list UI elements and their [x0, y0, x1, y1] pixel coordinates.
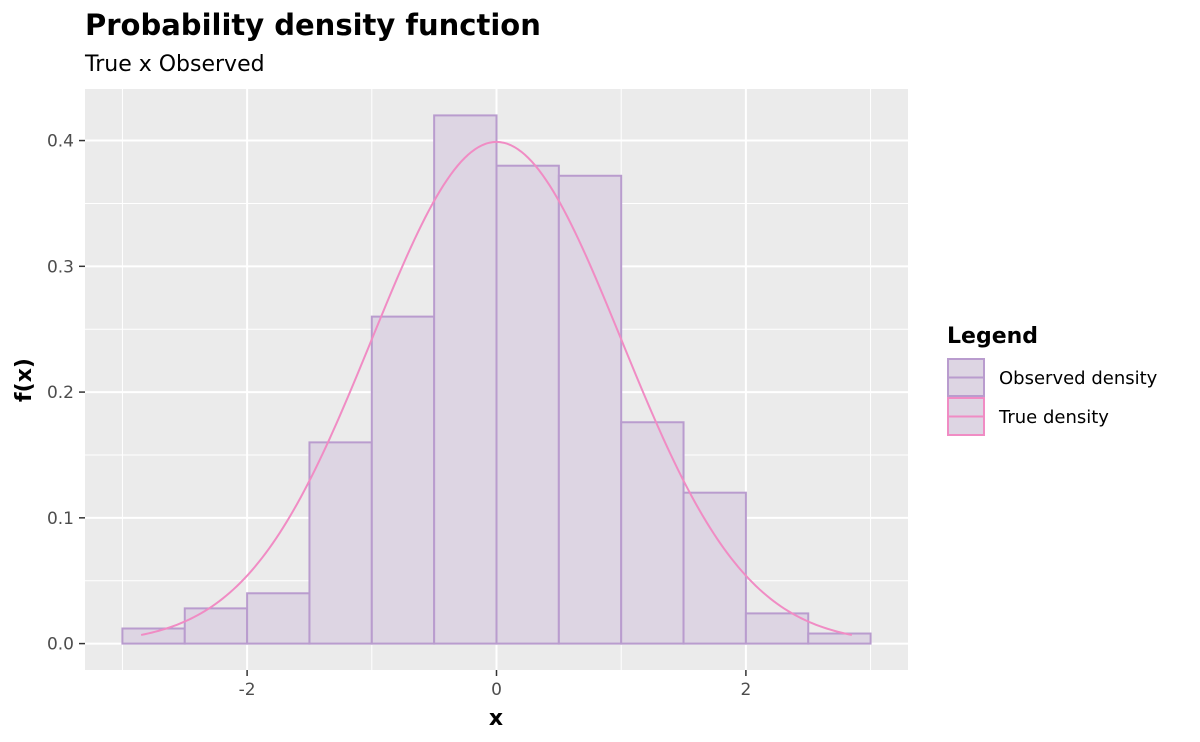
true-density-curve [140, 140, 853, 636]
x-axis: -2 0 2 [239, 670, 751, 700]
y-tick-label: 0.4 [47, 132, 74, 152]
chart-title: Probability density function [85, 8, 541, 42]
x-tick-label: -2 [239, 680, 256, 700]
y-tick-label: 0.0 [47, 635, 74, 655]
histogram-bar [744, 612, 810, 645]
legend-label-true: True density [998, 407, 1109, 428]
histogram-bar [495, 164, 560, 645]
histogram-bar [807, 632, 872, 645]
x-tick-label: 0 [491, 680, 502, 700]
y-tick-label: 0.2 [47, 383, 74, 403]
histogram-bar [183, 607, 249, 645]
histogram-bar [682, 491, 747, 645]
x-axis-title: x [489, 706, 503, 731]
legend-item-observed: Observed density [947, 358, 1158, 397]
histogram-bar [557, 174, 623, 645]
histogram-bar [433, 114, 498, 645]
histogram-bar [620, 421, 685, 645]
legend-label-observed: Observed density [999, 368, 1158, 389]
histogram-bars [121, 114, 872, 645]
histogram-bar [121, 627, 186, 645]
y-tick-label: 0.1 [47, 509, 74, 529]
chart-subtitle: True x Observed [84, 52, 265, 77]
histogram-bar [370, 315, 436, 645]
y-axis: 0.0 0.1 0.2 0.3 0.4 [47, 132, 85, 655]
legend-title: Legend [947, 324, 1038, 349]
legend-item-true: True density [947, 397, 1109, 436]
y-axis-title: f(x) [12, 358, 37, 402]
y-tick-label: 0.3 [47, 257, 74, 277]
legend: Legend Observed density True density [947, 324, 1158, 436]
x-tick-label: 2 [740, 680, 751, 700]
histogram-bar [308, 441, 373, 645]
histogram-bar [246, 592, 311, 645]
